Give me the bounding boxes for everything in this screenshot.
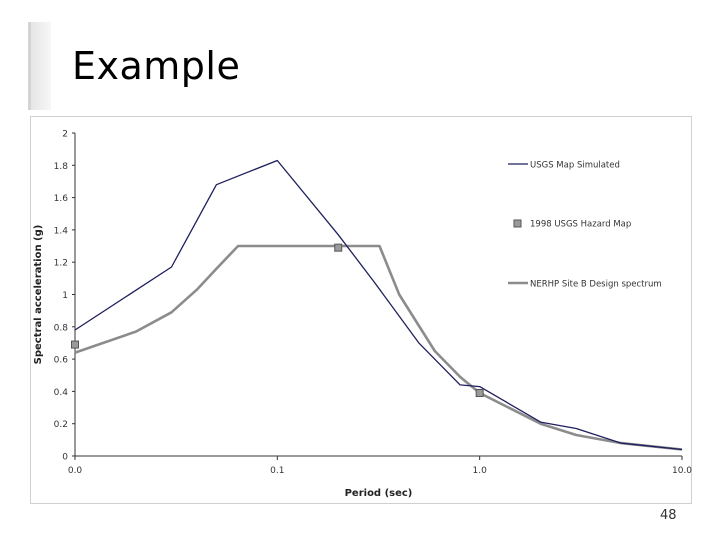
y-tick-label: 0.4 xyxy=(54,388,69,398)
y-tick-label: 0 xyxy=(62,453,68,463)
title-accent-bar xyxy=(28,22,51,110)
data-point-1998-usgs-hazard-map xyxy=(475,389,484,398)
y-tick-label: 1.2 xyxy=(54,259,68,269)
y-tick-label: 2 xyxy=(62,130,68,140)
page-number: 48 xyxy=(660,508,677,523)
x-tick-label: 0.0 xyxy=(68,466,83,476)
chart-frame xyxy=(30,116,692,504)
y-tick-label: 0.8 xyxy=(54,323,69,333)
y-tick-label: 1.4 xyxy=(54,226,69,236)
y-axis-label: Spectral acceleration (g) xyxy=(33,225,44,365)
series-line-nerhp-design-spectrum xyxy=(74,244,683,451)
data-point-1998-usgs-hazard-map xyxy=(71,340,79,349)
x-tick-label: 1.0 xyxy=(473,466,488,476)
series-line-usgs-map-simulated xyxy=(74,159,683,451)
x-tick-label: 0.1 xyxy=(270,466,284,476)
legend-swatch-1998-usgs-hazard-map xyxy=(513,219,522,228)
slide-title: Example xyxy=(72,44,241,88)
y-tick-label: 1.8 xyxy=(54,162,69,172)
legend-label-usgs-map-simulated: USGS Map Simulated xyxy=(530,161,620,171)
y-tick-label: 0.2 xyxy=(54,420,68,430)
x-axis-label: Period (sec) xyxy=(345,488,413,499)
legend-label-nerhp-design-spectrum: NERHP Site B Design spectrum xyxy=(530,280,662,290)
data-point-1998-usgs-hazard-map xyxy=(334,243,343,252)
y-tick-label: 0.6 xyxy=(54,356,69,366)
y-tick-label: 1 xyxy=(62,291,68,301)
x-tick-label: 10.0 xyxy=(672,466,692,476)
y-tick-label: 1.6 xyxy=(54,194,69,204)
legend-label-1998-usgs-hazard-map: 1998 USGS Hazard Map xyxy=(530,220,631,230)
